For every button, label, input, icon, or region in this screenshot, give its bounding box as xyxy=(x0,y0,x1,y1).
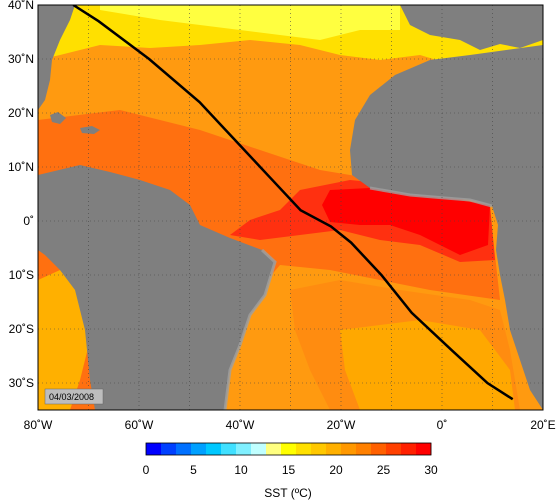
colorbar-tick-label: 25 xyxy=(377,463,391,477)
colorbar-cell xyxy=(296,443,312,455)
colorbar-cell xyxy=(416,443,432,455)
latitude-label: 20˚N xyxy=(8,106,34,120)
land-caribbean-islands xyxy=(50,112,100,134)
land-north-america xyxy=(38,5,75,110)
colorbar-cell xyxy=(326,443,342,455)
longitude-label: 60˚W xyxy=(125,418,154,432)
colorbar-tick-label: 0 xyxy=(143,463,150,477)
colorbar-ticks: 0 5 10 15 20 25 30 xyxy=(143,463,438,477)
latitude-label: 10˚S xyxy=(9,268,34,282)
colorbar-cell xyxy=(356,443,372,455)
colorbar-cell xyxy=(311,443,327,455)
colorbar-tick-label: 30 xyxy=(424,463,438,477)
colorbar-cell xyxy=(251,443,267,455)
latitude-label: 30˚N xyxy=(8,52,34,66)
longitude-label: 20˚W xyxy=(327,418,356,432)
colorbar-tick-label: 20 xyxy=(329,463,343,477)
latitude-label: 40˚N xyxy=(8,0,34,12)
colorbar-cell xyxy=(401,443,417,455)
colorbar-cell xyxy=(221,443,237,455)
land-europe xyxy=(400,5,543,50)
colorbar-cell xyxy=(236,443,252,455)
colorbar-tick-label: 5 xyxy=(190,463,197,477)
longitude-label: 40˚W xyxy=(226,418,255,432)
date-stamp: 04/03/2008 xyxy=(44,388,104,405)
sst-zone-west-south xyxy=(38,270,90,410)
land-africa xyxy=(350,45,543,410)
colorbar-cell xyxy=(146,443,162,455)
latitude-label: 0˚ xyxy=(23,214,34,228)
colorbar-title: SST (ºC) xyxy=(264,486,312,500)
colorbar-frame xyxy=(145,442,432,456)
sst-zone-cool-south xyxy=(340,320,515,410)
colorbar-cells xyxy=(146,443,432,455)
colorbar-tick-label: 10 xyxy=(234,463,248,477)
ship-track xyxy=(72,5,514,401)
latitude-label: 20˚S xyxy=(9,322,34,336)
colorbar-cell xyxy=(371,443,387,455)
colorbar-cell xyxy=(386,443,402,455)
longitude-label: 0˚ xyxy=(437,418,448,432)
land-south-america xyxy=(38,165,275,410)
colorbar-cell xyxy=(281,443,297,455)
sst-zone-hottest-gulf xyxy=(322,188,490,255)
colorbar: 0 5 10 15 20 25 30 SST (ºC) xyxy=(143,442,438,500)
latitude-labels: 40˚N 30˚N 20˚N 10˚N 0˚ 10˚S 20˚S 30˚S xyxy=(8,0,34,390)
longitude-label: 80˚W xyxy=(24,418,53,432)
colorbar-cell xyxy=(206,443,222,455)
colorbar-cell xyxy=(191,443,207,455)
land-masses xyxy=(38,5,543,410)
colorbar-cell xyxy=(266,443,282,455)
shelf-outline xyxy=(223,186,493,410)
lat-lon-grid xyxy=(38,5,543,410)
latitude-label: 10˚N xyxy=(8,160,34,174)
colorbar-cell xyxy=(161,443,177,455)
date-text: 04/03/2008 xyxy=(49,392,94,402)
colorbar-tick-label: 15 xyxy=(282,463,296,477)
colorbar-cell xyxy=(341,443,357,455)
sst-zone-coldest-north xyxy=(100,5,400,40)
map-plot: 04/03/2008 xyxy=(38,5,543,410)
colorbar-cell xyxy=(176,443,192,455)
longitude-label: 20˚E xyxy=(530,418,555,432)
longitude-labels: 80˚W 60˚W 40˚W 20˚W 0˚ 20˚E xyxy=(24,418,556,432)
latitude-label: 30˚S xyxy=(9,376,34,390)
map-frame xyxy=(37,4,544,411)
